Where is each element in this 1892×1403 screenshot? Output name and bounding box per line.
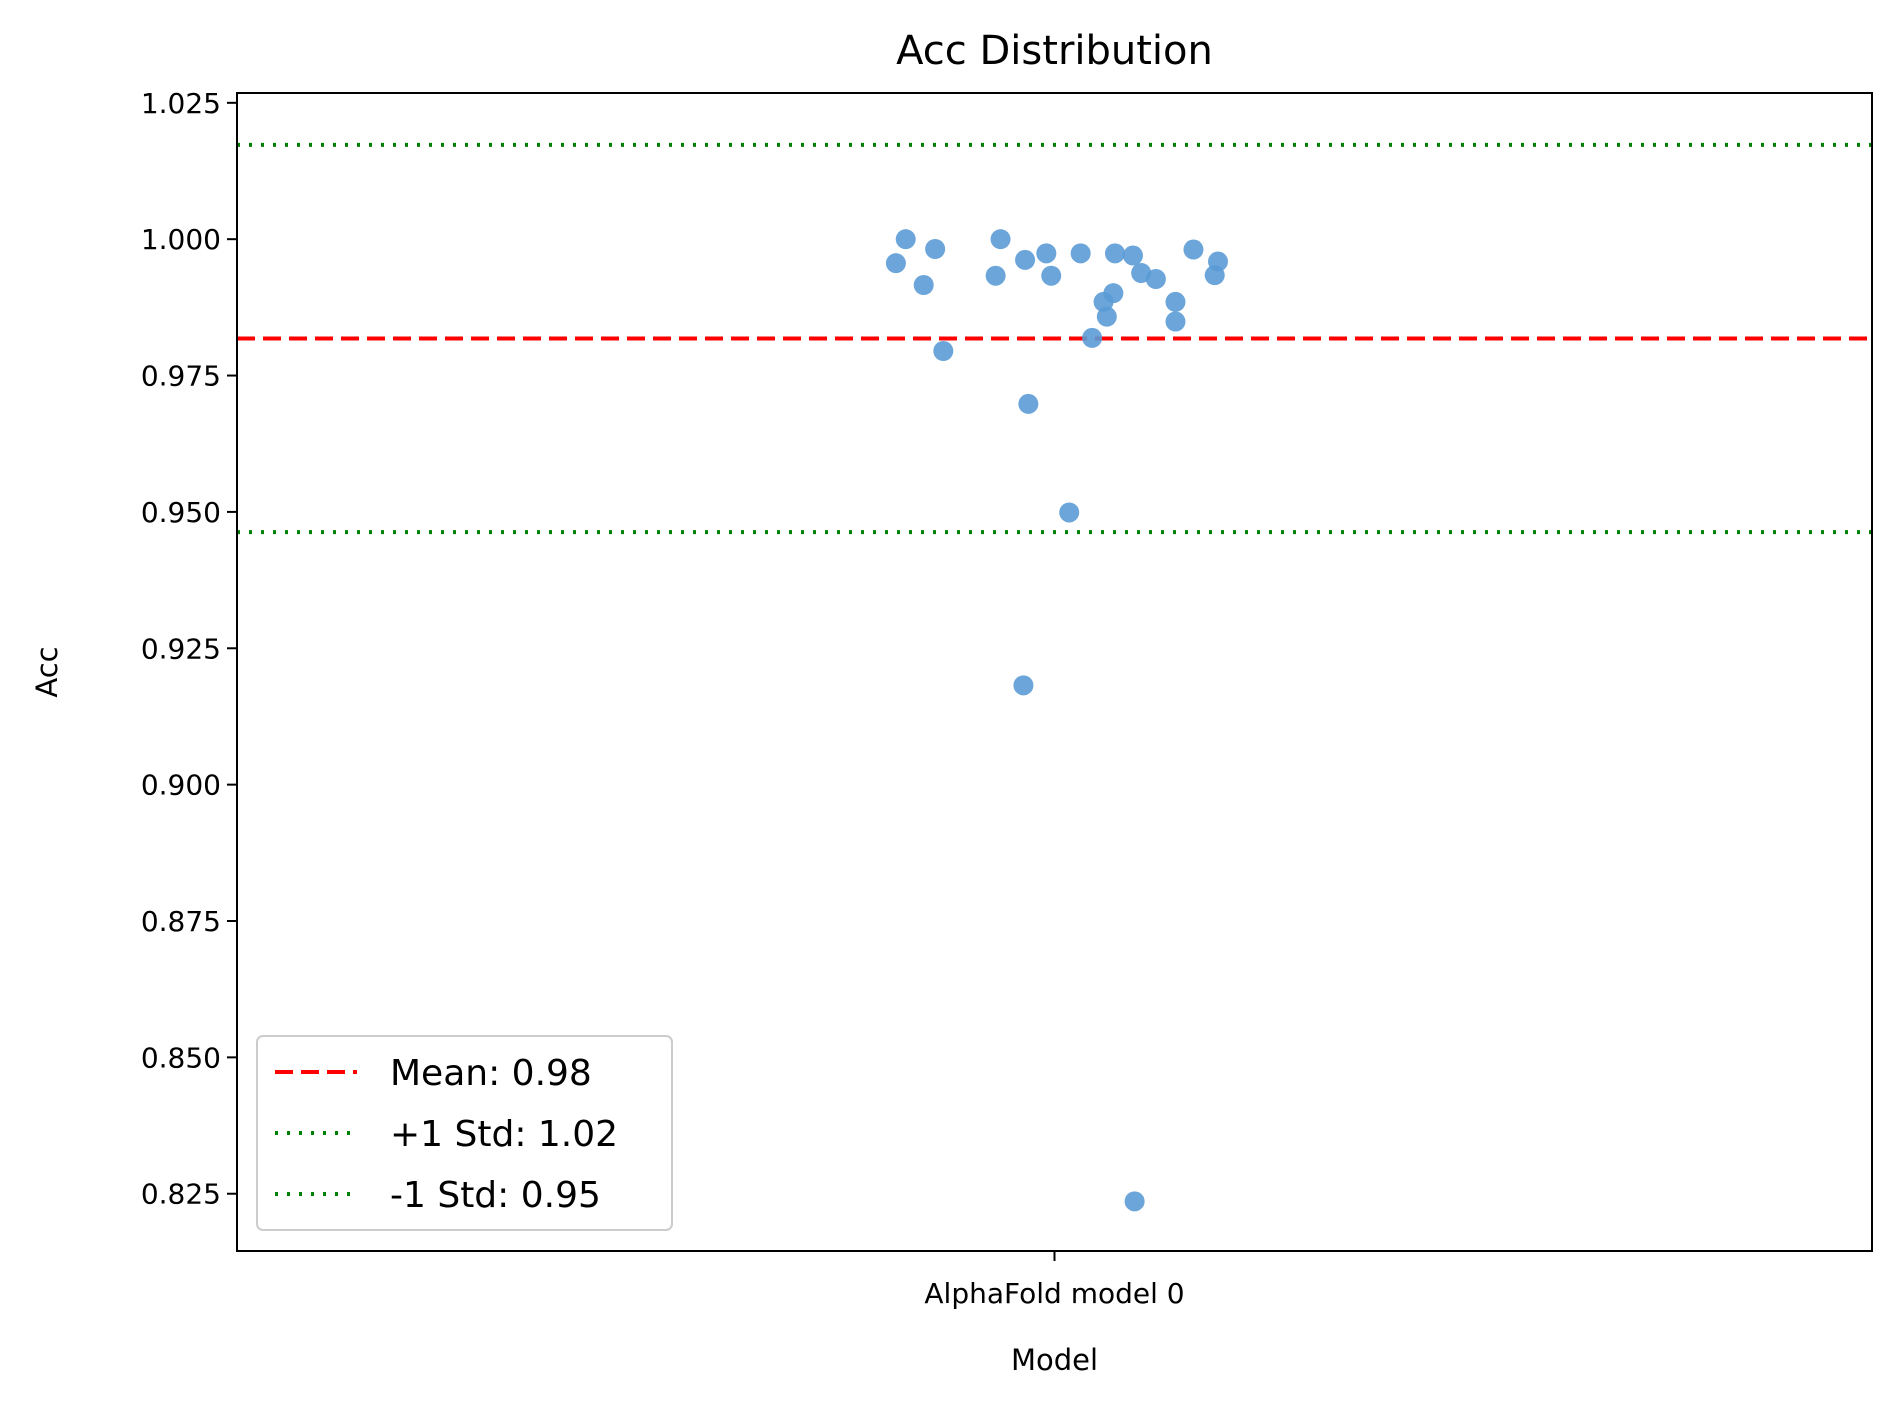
x-axis-title: Model [1011,1343,1098,1377]
data-point [1036,243,1057,264]
y-tick-label: 1.025 [141,87,221,120]
x-axis: AlphaFold model 0 [924,1251,1185,1310]
y-axis-title: Acc [30,646,64,697]
data-point [1104,243,1125,264]
legend-label: Mean: 0.98 [390,1053,592,1094]
data-point [1208,251,1228,272]
chart-title: Acc Distribution [896,28,1213,74]
y-tick-label: 0.925 [141,632,221,665]
data-point [990,229,1011,250]
data-point [885,253,906,274]
data-point [1013,675,1034,696]
data-point [1082,327,1103,348]
data-point [1145,269,1166,289]
data-point [1165,311,1186,332]
y-tick-label: 0.875 [141,905,221,938]
data-point [1096,306,1117,327]
y-tick-label: 0.950 [141,496,221,529]
data-point [913,275,934,295]
data-point [1018,393,1039,414]
y-tick-label: 0.850 [141,1041,221,1074]
data-point [1122,245,1143,266]
data-points [885,229,1228,1212]
data-point [1165,291,1186,312]
y-tick-label: 0.825 [141,1178,221,1211]
y-tick-label: 0.975 [141,360,221,393]
data-point [1183,239,1204,260]
y-tick-label: 0.900 [141,769,221,802]
data-point [985,265,1006,286]
data-point [1041,265,1062,286]
y-tick-label: 1.000 [141,223,221,256]
plot-frame [236,92,1873,1252]
x-tick-label: AlphaFold model 0 [924,1277,1184,1310]
data-point [1059,502,1080,523]
y-axis: 0.825 0.850 0.875 0.900 0.925 0.950 0.975 1.000… [141,87,237,1211]
data-point [1103,283,1124,304]
legend-label: +1 Std: 1.02 [390,1114,618,1155]
data-point [1124,1191,1145,1212]
data-point [895,229,916,250]
legend: Mean: 0.98 +1 Std: 1.02 -1 Std: 0.95 [256,1035,673,1231]
data-point [1070,243,1091,264]
legend-box [256,1035,673,1231]
reference-lines [237,142,1872,535]
data-point [1015,249,1036,270]
data-point [933,341,954,361]
legend-label: -1 Std: 0.95 [390,1175,601,1216]
data-point [925,239,946,259]
